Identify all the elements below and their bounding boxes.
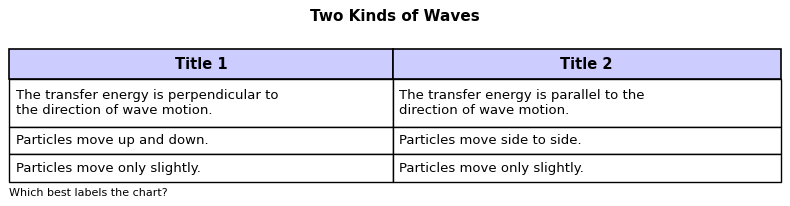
Text: The transfer energy is parallel to the
direction of wave motion.: The transfer energy is parallel to the d…	[399, 89, 645, 117]
Text: Particles move side to side.: Particles move side to side.	[399, 134, 581, 147]
Text: Which best labels the chart?: Which best labels the chart?	[9, 188, 168, 198]
Text: Particles move up and down.: Particles move up and down.	[16, 134, 209, 147]
Text: Two Kinds of Waves: Two Kinds of Waves	[310, 9, 480, 24]
Text: Title 2: Title 2	[560, 57, 613, 71]
Text: The transfer energy is perpendicular to
the direction of wave motion.: The transfer energy is perpendicular to …	[16, 89, 278, 117]
Text: Particles move only slightly.: Particles move only slightly.	[399, 162, 584, 175]
Text: Particles move only slightly.: Particles move only slightly.	[16, 162, 201, 175]
Text: Title 1: Title 1	[175, 57, 228, 71]
